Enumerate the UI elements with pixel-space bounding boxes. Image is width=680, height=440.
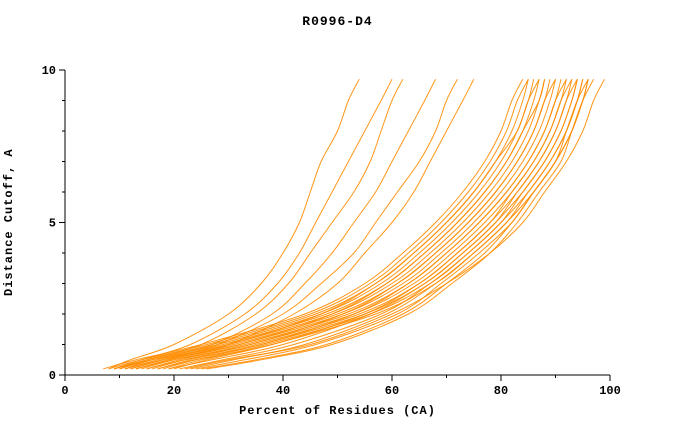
y-tick-label: 10	[42, 64, 56, 78]
model-curve-2	[119, 78, 404, 370]
model-curve-22	[113, 78, 540, 370]
model-curve-25	[146, 78, 567, 370]
model-curve-31	[206, 78, 595, 370]
model-curve-0	[108, 78, 360, 370]
model-curve-7	[108, 78, 529, 370]
model-curve-30	[195, 78, 589, 370]
x-tick-label: 40	[276, 384, 290, 398]
y-tick-label: 0	[49, 369, 56, 383]
model-curve-6	[103, 78, 524, 370]
x-axis-label: Percent of Residues (CA)	[239, 404, 436, 418]
model-curve-1	[113, 78, 393, 370]
model-curve-29	[190, 79, 584, 370]
x-tick-label: 0	[61, 384, 68, 398]
model-curve-23	[124, 79, 546, 370]
model-curve-21	[184, 78, 605, 370]
model-curve-4	[130, 78, 458, 370]
x-tick-label: 20	[167, 384, 181, 398]
model-curve-26	[157, 78, 573, 370]
x-tick-label: 100	[599, 384, 621, 398]
model-curve-24	[135, 78, 556, 370]
x-tick-label: 60	[385, 384, 399, 398]
y-tick-label: 5	[49, 217, 56, 231]
model-curve-28	[179, 79, 578, 370]
model-curve-20	[201, 79, 589, 370]
model-curve-27	[168, 78, 578, 370]
model-curve-5	[135, 78, 475, 370]
chart-title: R0996-D4	[302, 14, 373, 29]
x-tick-label: 80	[494, 384, 508, 398]
